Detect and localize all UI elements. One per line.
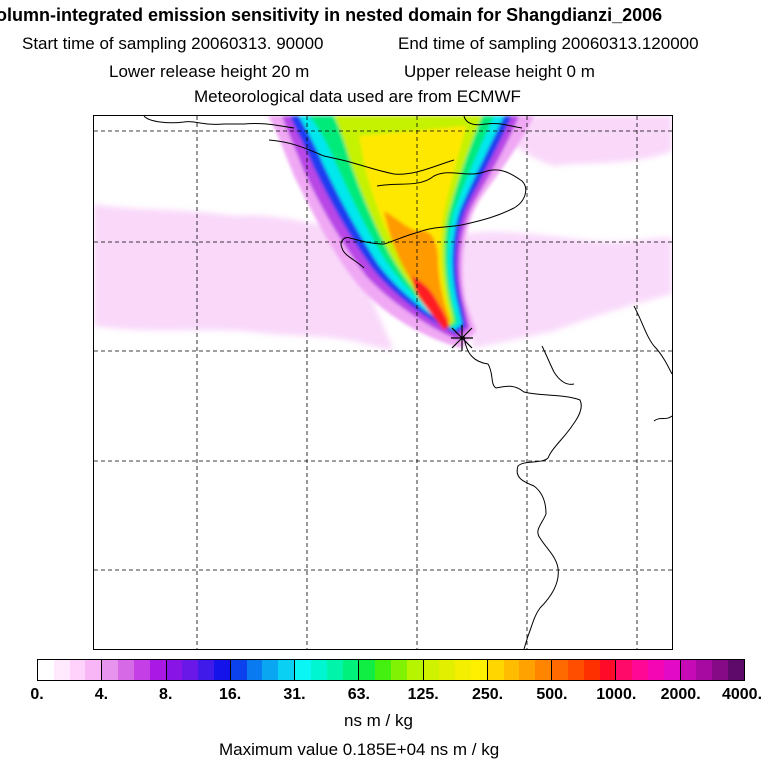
color-scale-swatch <box>342 660 359 680</box>
color-scale-swatch <box>487 660 504 680</box>
color-scale-swatch <box>663 660 680 680</box>
color-scale-tick-label: 2000. <box>660 686 701 703</box>
color-scale-tick-label: 500. <box>536 686 568 703</box>
units-label: ns m / kg <box>344 711 413 730</box>
color-scale-segment <box>680 660 744 680</box>
color-scale-swatch <box>390 660 407 680</box>
color-scale-swatch <box>118 660 134 680</box>
color-scale-swatch <box>213 660 230 680</box>
color-scale-swatch <box>246 660 263 680</box>
color-scale-swatch <box>519 660 536 680</box>
lat-lon-grid <box>94 116 672 649</box>
color-scale-segment <box>359 660 424 680</box>
color-scale-tick-label: 16. <box>218 686 242 703</box>
color-scale-swatch <box>85 660 102 680</box>
release-point-marker <box>451 325 473 351</box>
color-scale-swatch <box>375 660 391 680</box>
color-scale-swatch <box>359 660 376 680</box>
color-scale-swatch <box>648 660 664 680</box>
met-data-label: Meteorological data used are from ECMWF <box>194 87 521 106</box>
color-scale-segment <box>552 660 617 680</box>
color-scale-swatch <box>439 660 456 680</box>
color-scale-segment <box>230 660 296 680</box>
color-scale-swatch <box>503 660 520 680</box>
color-scale-swatch <box>295 660 311 680</box>
end-time-label: End time of sampling 20060313.120000 <box>398 34 699 53</box>
color-scale-swatch <box>166 660 183 680</box>
color-scale-swatch <box>567 660 584 680</box>
color-scale-swatch <box>406 660 423 680</box>
color-scale-segment <box>423 660 488 680</box>
color-scale-segment <box>102 660 167 680</box>
color-scale-tick-label: 4000. <box>721 686 763 703</box>
color-scale-swatch <box>423 660 440 680</box>
color-scale-swatch <box>728 660 744 680</box>
color-scale-tick-label: 31. <box>283 686 306 703</box>
plot-title: olumn-integrated emission sensitivity in… <box>0 5 663 25</box>
color-scale-segment <box>295 660 360 680</box>
color-scale-swatch <box>471 660 487 680</box>
color-scale-swatch <box>583 660 600 680</box>
color-scale-swatch <box>149 660 166 680</box>
color-scale-segment <box>616 660 681 680</box>
color-scale-segment <box>487 660 553 680</box>
color-scale-swatch <box>599 660 616 680</box>
color-scale-swatch <box>680 660 697 680</box>
color-scale-swatch <box>230 660 247 680</box>
color-scale-segment <box>38 660 103 680</box>
color-scale-tick-label: 125. <box>407 686 439 703</box>
color-scale-tick-label: 250. <box>471 686 504 703</box>
color-scale-swatch <box>552 660 568 680</box>
color-scale-swatch <box>712 660 729 680</box>
color-scale-swatch <box>38 660 54 680</box>
color-scale-swatch <box>133 660 150 680</box>
start-time-label: Start time of sampling 20060313. 90000 <box>22 34 324 53</box>
color-scale-swatch <box>102 660 119 680</box>
color-scale-bar <box>37 659 745 681</box>
upper-release-label: Upper release height 0 m <box>404 62 595 81</box>
color-scale-tick-label: 1000. <box>596 686 637 703</box>
color-scale-swatch <box>278 660 295 680</box>
color-scale-swatch <box>632 660 649 680</box>
color-scale-swatch <box>53 660 70 680</box>
color-scale-swatch <box>198 660 214 680</box>
color-scale-swatch <box>696 660 713 680</box>
map-svg <box>94 116 672 649</box>
color-scale-swatch <box>616 660 633 680</box>
maximum-value-label: Maximum value 0.185E+04 ns m / kg <box>219 740 500 759</box>
color-scale-tick-label: 8. <box>159 686 173 703</box>
color-scale-swatch <box>535 660 552 680</box>
lower-release-label: Lower release height 20 m <box>109 62 310 81</box>
color-scale-swatch <box>69 660 86 680</box>
color-scale-segment <box>166 660 231 680</box>
color-scale-tick-label: 4. <box>94 686 109 703</box>
color-scale-swatch <box>182 660 199 680</box>
color-scale-tick-label: 63. <box>347 686 370 703</box>
map-panel <box>93 115 673 650</box>
color-scale-swatch <box>455 660 472 680</box>
color-scale-tick-label: 0. <box>30 686 44 703</box>
color-scale-swatch <box>262 660 279 680</box>
color-scale-swatch <box>326 660 343 680</box>
coastlines <box>143 116 672 649</box>
color-scale-swatch <box>310 660 327 680</box>
